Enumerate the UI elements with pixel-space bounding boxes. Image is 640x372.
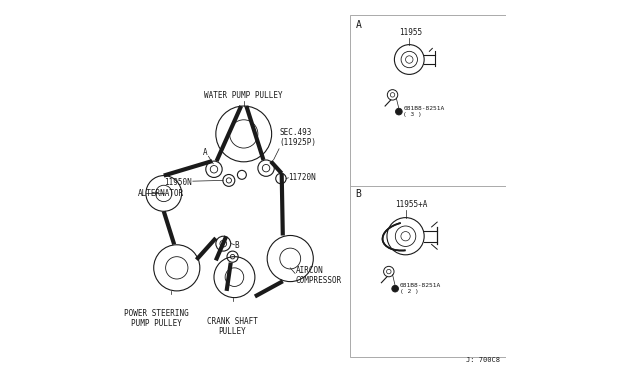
Bar (349, 15, 506, 357)
Text: WATER PUMP PULLEY: WATER PUMP PULLEY (204, 92, 283, 100)
Text: 11955+A: 11955+A (395, 201, 428, 209)
Text: A: A (355, 20, 361, 31)
Text: 081B8-8251A
( 2 ): 081B8-8251A ( 2 ) (399, 283, 441, 294)
Text: 11720N: 11720N (289, 173, 316, 182)
Text: POWER STEERING
PUMP PULLEY: POWER STEERING PUMP PULLEY (124, 309, 189, 328)
Text: AIRCON
COMPRESSOR: AIRCON COMPRESSOR (296, 266, 342, 285)
Text: A: A (202, 148, 207, 157)
Text: B: B (234, 241, 239, 250)
Text: 081B8-8251A
( 3 ): 081B8-8251A ( 3 ) (403, 106, 445, 117)
Text: ALTERNATOR: ALTERNATOR (138, 189, 184, 198)
Text: J: 700C8: J: 700C8 (467, 357, 500, 363)
Text: SEC.493
(11925P): SEC.493 (11925P) (279, 128, 316, 147)
Text: CRANK SHAFT
PULLEY: CRANK SHAFT PULLEY (207, 317, 258, 336)
Text: 11950N: 11950N (164, 178, 191, 187)
Circle shape (392, 285, 399, 292)
Circle shape (396, 108, 402, 115)
Text: 11955: 11955 (399, 28, 422, 37)
Text: B: B (355, 189, 361, 199)
